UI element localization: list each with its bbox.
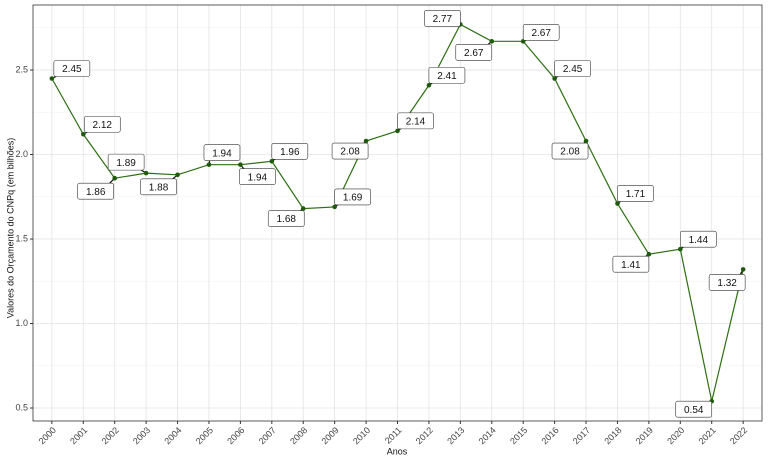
label-box [267, 210, 305, 227]
point [552, 76, 557, 81]
data-label: 2.14 [406, 117, 426, 128]
point [269, 158, 275, 164]
label-box [77, 182, 114, 200]
label-box [554, 60, 591, 77]
label-box [428, 66, 466, 84]
label-box [675, 400, 713, 418]
data-label: 1.69 [343, 193, 363, 204]
point [332, 204, 337, 210]
point [395, 128, 400, 134]
data-label: 1.96 [280, 147, 300, 158]
data-label: 2.12 [93, 120, 113, 131]
label-box [617, 185, 654, 202]
data-label: 2.45 [563, 64, 583, 75]
data-label: 2.45 [62, 64, 82, 75]
data-label: 1.41 [621, 260, 641, 271]
label-box [140, 178, 177, 196]
y-tick-label: 1.5 [15, 233, 28, 243]
data-label: 1.71 [626, 189, 646, 200]
plot-border [32, 4, 763, 422]
label-box [271, 142, 309, 160]
data-label: 2.08 [560, 147, 580, 158]
point [740, 267, 746, 272]
label-box [397, 112, 434, 130]
data-label: 0.54 [684, 405, 704, 416]
label-box [331, 142, 369, 160]
label-box [424, 10, 461, 27]
label-box [551, 142, 589, 160]
point [143, 170, 149, 176]
point [363, 138, 369, 144]
label-box [680, 230, 717, 248]
data-label: 1.89 [116, 158, 136, 169]
y-tick-label: 0.5 [15, 402, 28, 412]
data-label: 1.88 [149, 182, 169, 193]
y-tick-label: 1.0 [15, 318, 28, 328]
point [238, 162, 243, 167]
point [112, 175, 117, 181]
data-label: 1.94 [248, 172, 268, 183]
label-box [708, 274, 746, 291]
point [175, 172, 180, 178]
point [49, 76, 55, 81]
y-axis-label: Valores do Orçamento do CNPq (em bilhões… [5, 138, 15, 318]
point [300, 206, 306, 211]
label-box [334, 188, 371, 206]
point [426, 82, 432, 88]
data-label: 2.77 [433, 14, 453, 25]
data-label: 2.41 [437, 71, 457, 82]
data-label: 2.67 [464, 48, 484, 59]
data-label: 1.94 [212, 148, 232, 159]
data-label: 2.67 [531, 28, 551, 39]
point [206, 162, 212, 167]
point [489, 39, 495, 44]
point [615, 201, 620, 206]
label-box [83, 115, 121, 133]
data-label: 1.68 [276, 214, 296, 225]
label-box [239, 168, 276, 185]
data-label: 2.08 [340, 147, 360, 158]
y-tick-label: 2.0 [15, 149, 28, 159]
point [646, 251, 652, 257]
y-tick-label: 2.5 [15, 64, 28, 74]
data-label: 1.86 [86, 187, 106, 198]
label-box [107, 153, 145, 171]
x-axis-label: Anos [387, 446, 408, 456]
label-box [203, 144, 241, 161]
data-label: 1.44 [689, 235, 709, 246]
point [80, 131, 86, 137]
point [678, 246, 683, 252]
label-box [612, 255, 650, 273]
label-box [53, 60, 91, 77]
label-box [522, 24, 560, 41]
data-label: 1.32 [717, 278, 737, 289]
point [583, 138, 589, 144]
label-box [455, 44, 493, 61]
